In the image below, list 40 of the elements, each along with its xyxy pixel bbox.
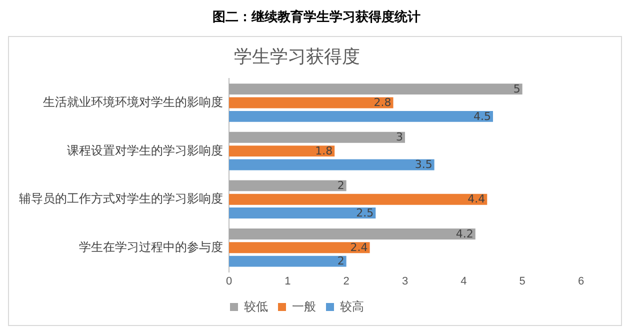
x-tick-label: 3 xyxy=(402,275,408,288)
legend-label: 较高 xyxy=(340,299,364,314)
chart-title: 学生学习获得度 xyxy=(234,46,360,68)
data-label: 5 xyxy=(513,82,520,96)
data-label: 2 xyxy=(337,254,344,268)
data-label: 3 xyxy=(396,130,403,144)
bar xyxy=(229,159,434,170)
data-label: 3.5 xyxy=(414,158,432,172)
y-tick-label: 生活就业环境环境对学生的影响度 xyxy=(43,95,223,110)
x-tick-label: 5 xyxy=(519,275,526,288)
x-tick-label: 6 xyxy=(578,275,584,288)
data-label: 1.8 xyxy=(315,144,333,158)
bar xyxy=(229,194,488,205)
y-tick-label: 学生在学习过程中的参与度 xyxy=(79,240,223,254)
x-tick-label: 4 xyxy=(460,275,467,288)
bar xyxy=(229,180,346,192)
data-label: 2.8 xyxy=(374,96,392,110)
bar xyxy=(229,208,376,219)
x-tick-label: 1 xyxy=(284,275,291,288)
data-label: 4.2 xyxy=(456,227,474,240)
legend-label: 较低 xyxy=(244,299,268,314)
chart-subtitle: 图二：继续教育学生学习获得度统计 xyxy=(212,8,422,26)
bar xyxy=(229,84,522,95)
bar xyxy=(229,110,493,122)
bar xyxy=(229,132,405,143)
legend-label: 一般 xyxy=(292,299,316,314)
data-label: 2 xyxy=(337,179,344,192)
bar xyxy=(229,146,335,157)
data-label: 4.5 xyxy=(474,110,491,123)
bar xyxy=(229,242,370,254)
y-tick-label: 课程设置对学生的学习影响度 xyxy=(67,143,223,158)
y-tick-label: 辅导员的工作方式对学生的学习影响度 xyxy=(19,192,223,206)
data-label: 2.5 xyxy=(356,206,374,220)
x-tick-label: 0 xyxy=(226,275,232,288)
bar xyxy=(229,256,346,267)
x-tick-label: 2 xyxy=(343,275,350,288)
bar xyxy=(229,97,394,108)
bar xyxy=(229,228,476,240)
data-label: 2.4 xyxy=(350,241,368,254)
data-label: 4.4 xyxy=(468,192,486,206)
